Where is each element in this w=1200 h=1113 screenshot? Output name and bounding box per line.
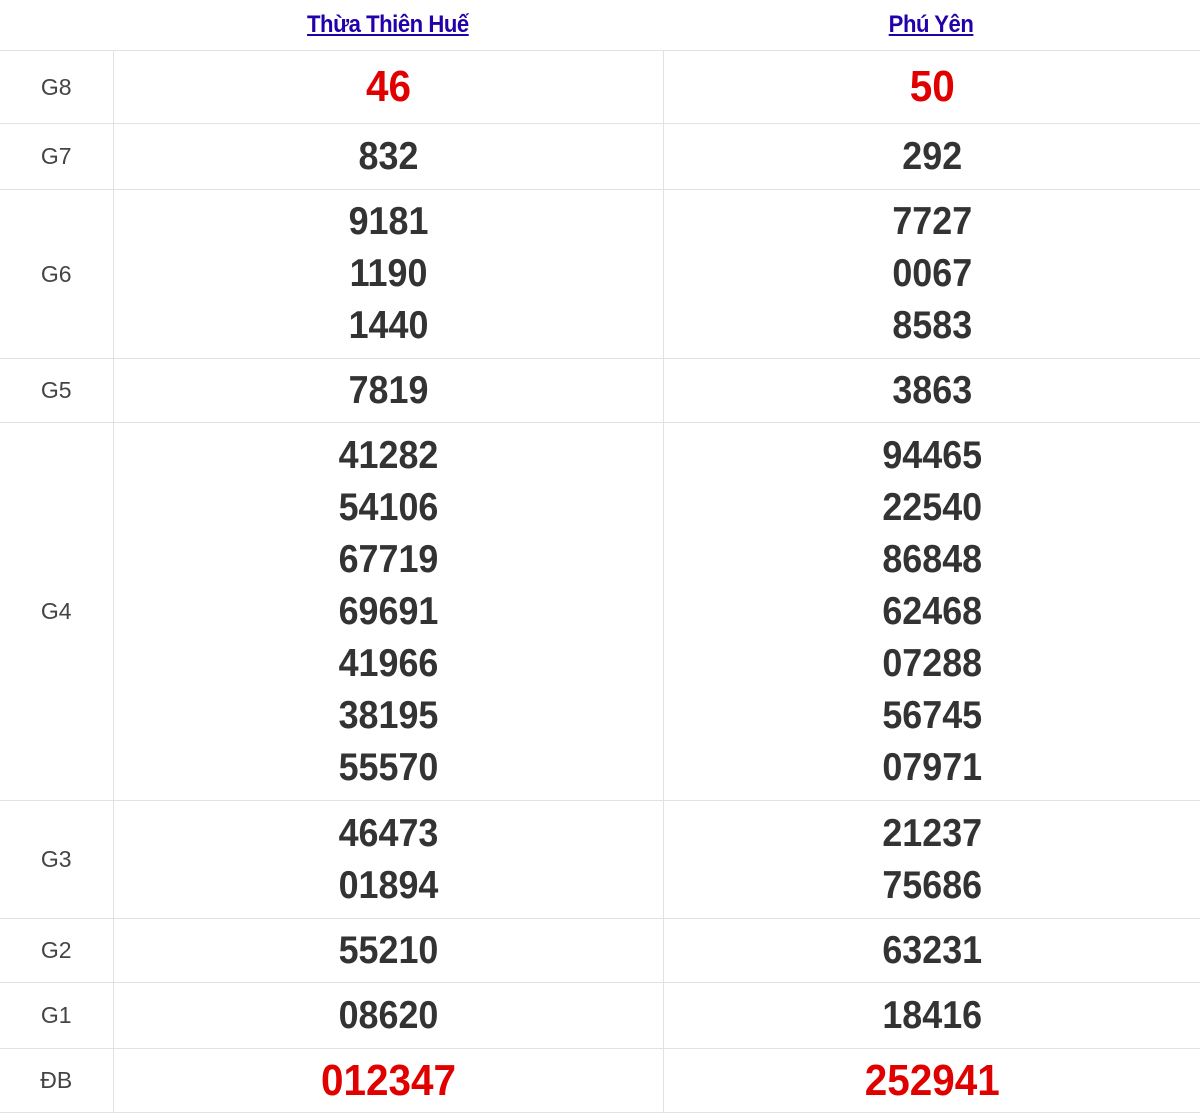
prize-number: 38195 (338, 693, 438, 737)
prize-number: 69691 (338, 589, 438, 633)
prize-number: 62468 (881, 589, 982, 633)
prize-label: G4 (0, 422, 114, 801)
prize-label: G8 (0, 50, 114, 124)
prize-number: 41282 (338, 433, 438, 477)
prize-row-g6: G6 9181 1190 1440 7727 0067 8583 (0, 189, 1200, 359)
prize-number: 7727 (891, 200, 972, 243)
prize-number: 8583 (891, 304, 972, 347)
prize-number: 55210 (338, 928, 438, 972)
prize-number: 7819 (348, 368, 428, 412)
prize-label: ĐB (0, 1048, 114, 1113)
prize-number: 292 (901, 134, 962, 178)
prize-row-g5: G5 7819 3863 (0, 358, 1200, 423)
prize-cell: 012347 (112, 1048, 664, 1113)
header-blank (0, 0, 113, 51)
prize-number: 41966 (338, 641, 438, 685)
prize-row-g4: G4 41282 54106 67719 69691 41966 38195 55570 944… (0, 422, 1200, 801)
prize-number: 86848 (881, 537, 982, 581)
prize-number: 0067 (891, 252, 972, 295)
prize-number: 07288 (881, 641, 982, 685)
prize-cell: 7727 0067 8583 (662, 189, 1200, 359)
prize-cell: 3863 (662, 358, 1200, 423)
prize-number: 94465 (881, 433, 982, 477)
prize-number: 54106 (338, 485, 438, 529)
province-link-thua-thien-hue[interactable]: Thừa Thiên Huế (307, 11, 469, 38)
prize-label: G2 (0, 918, 114, 983)
prize-number: 3863 (891, 368, 972, 412)
prize-row-g7: G7 832 292 (0, 123, 1200, 190)
prize-number: 50 (909, 62, 955, 111)
prize-number: 832 (358, 134, 418, 178)
prize-number: 252941 (864, 1055, 1000, 1105)
prize-cell: 7819 (112, 358, 664, 423)
prize-cell: 50 (662, 50, 1200, 124)
header-row: Thừa Thiên Huế Phú Yên (0, 0, 1200, 51)
prize-number: 07971 (881, 745, 982, 789)
prize-number: 46 (365, 62, 411, 111)
prize-cell: 94465 22540 86848 62468 07288 56745 07971 (662, 422, 1200, 801)
prize-label: G7 (0, 123, 114, 190)
prize-cell: 08620 (112, 982, 664, 1049)
prize-number: 01894 (338, 863, 438, 907)
prize-label: G6 (0, 189, 114, 359)
prize-label: G5 (0, 358, 114, 423)
prize-number: 08620 (338, 993, 438, 1037)
prize-cell: 46473 01894 (112, 800, 664, 919)
prize-row-g3: G3 46473 01894 21237 75686 (0, 800, 1200, 919)
prize-number: 22540 (881, 485, 982, 529)
prize-cell: 63231 (662, 918, 1200, 983)
prize-row-g1: G1 08620 18416 (0, 982, 1200, 1049)
prize-cell: 41282 54106 67719 69691 41966 38195 55570 (112, 422, 664, 801)
prize-number: 67719 (338, 537, 438, 581)
prize-number: 63231 (881, 928, 982, 972)
prize-cell: 55210 (112, 918, 664, 983)
prize-cell: 21237 75686 (662, 800, 1200, 919)
prize-number: 1190 (349, 252, 427, 295)
province-link-phu-yen[interactable]: Phú Yên (889, 11, 974, 38)
prize-cell: 832 (112, 123, 664, 190)
prize-number: 012347 (320, 1055, 456, 1105)
prize-cell: 252941 (662, 1048, 1200, 1113)
prize-number: 21237 (881, 811, 982, 855)
prize-number: 46473 (338, 811, 438, 855)
prize-label: G3 (0, 800, 114, 919)
prize-row-g8: G8 46 50 (0, 50, 1200, 124)
prize-number: 55570 (338, 745, 438, 789)
prize-number: 1440 (348, 304, 428, 347)
prize-row-g2: G2 55210 63231 (0, 918, 1200, 983)
prize-row-đb: ĐB 012347 252941 (0, 1048, 1200, 1113)
prize-cell: 9181 1190 1440 (112, 189, 664, 359)
prize-label: G1 (0, 982, 114, 1049)
prize-number: 56745 (881, 693, 982, 737)
prize-number: 9181 (348, 200, 428, 243)
prize-number: 18416 (881, 993, 982, 1037)
prize-cell: 18416 (662, 982, 1200, 1049)
prize-number: 75686 (881, 863, 982, 907)
prize-cell: 46 (112, 50, 664, 124)
prize-cell: 292 (662, 123, 1200, 190)
